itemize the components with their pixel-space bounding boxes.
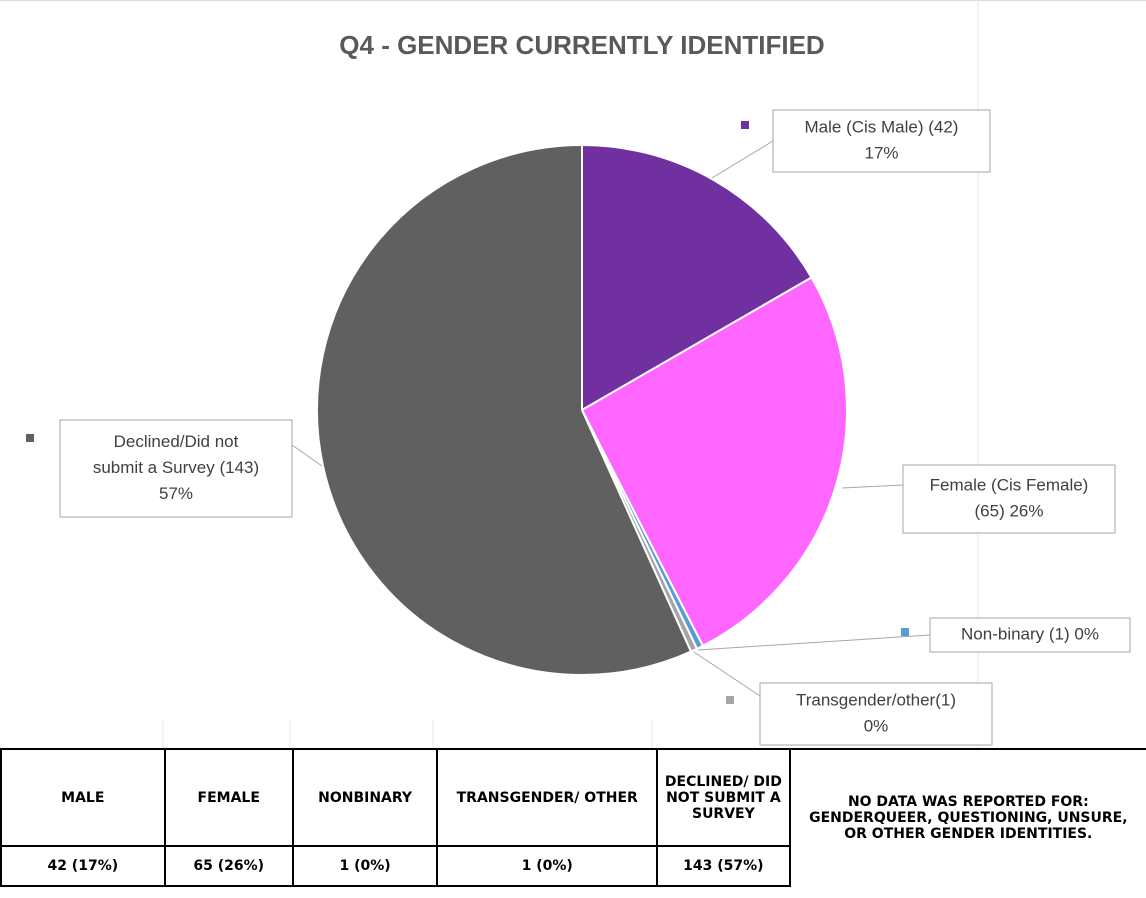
table-cell: 65 (26%) (163, 845, 294, 887)
data-label: Non-binary (1) 0% (961, 624, 1099, 643)
pie-slice (581, 143, 813, 412)
table-header: MALE (0, 748, 166, 847)
table-header: FEMALE (163, 748, 294, 847)
data-label: Male (Cis Male) (42) (805, 117, 959, 136)
table-cell: 143 (57%) (656, 845, 791, 887)
data-label: 0% (864, 716, 889, 735)
pie-slice (580, 276, 848, 648)
pie-slice (316, 143, 693, 676)
table-header: DECLINED/ DID NOT SUBMIT A SURVEY (656, 748, 791, 847)
leader-line (711, 140, 774, 179)
leader-line (697, 634, 931, 651)
summary-table: MALE FEMALE NONBINARY TRANSGENDER/ OTHER… (0, 748, 1146, 898)
data-label: 17% (864, 143, 898, 162)
label-key (741, 121, 749, 129)
data-label: submit a Survey (143) (93, 458, 259, 477)
table-header: NONBINARY (291, 748, 439, 847)
label-box (929, 617, 1131, 653)
label-box (772, 109, 991, 173)
chart-title: Q4 - GENDER CURRENTLY IDENTIFIED (339, 30, 824, 60)
table-cell: 1 (0%) (436, 845, 659, 887)
label-key (26, 434, 34, 442)
data-label: Declined/Did not (114, 432, 239, 451)
leader-line (841, 484, 904, 489)
label-box (59, 419, 293, 518)
table-cell: 1 (0%) (291, 845, 439, 887)
label-key (901, 628, 909, 636)
table-cell: 42 (17%) (0, 845, 166, 887)
data-label: (65) 26% (975, 501, 1044, 520)
table-header: TRANSGENDER/ OTHER (436, 748, 659, 847)
label-box (902, 464, 1116, 534)
leader-line (693, 651, 761, 697)
chart: Q4 - GENDER CURRENTLY IDENTIFIED Male (C… (0, 0, 1146, 748)
table-note: NO DATA WAS REPORTED FOR: GENDERQUEER, Q… (789, 748, 1146, 886)
label-box (759, 682, 993, 746)
leader-line (291, 444, 323, 467)
data-label: 57% (159, 484, 193, 503)
data-label: Female (Cis Female) (930, 475, 1089, 494)
data-label: Transgender/other(1) (796, 690, 956, 709)
label-key (726, 696, 734, 704)
